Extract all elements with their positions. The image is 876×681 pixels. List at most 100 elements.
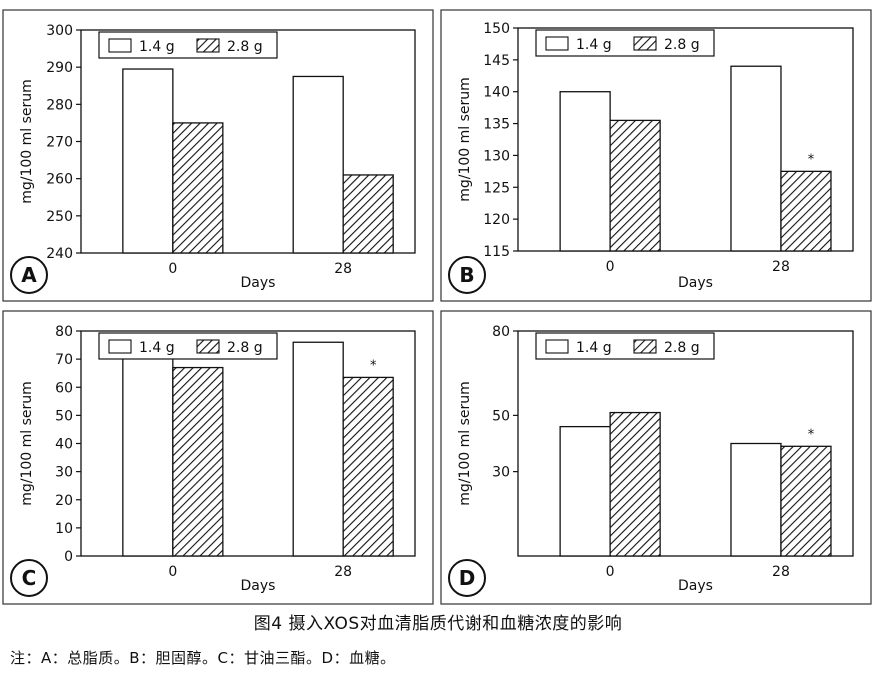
legend-label: 2.8 g (664, 37, 700, 53)
legend-swatch (545, 339, 569, 354)
panel-frame (2, 310, 434, 605)
legend-swatch (633, 36, 657, 51)
bar-series-2-day-28 (780, 445, 832, 557)
bar-series-2-day-0 (172, 366, 224, 557)
panel-letter-badge (448, 256, 486, 294)
x-axis-label: Days (678, 578, 713, 594)
bar-series-2-day-0 (172, 122, 224, 254)
panel-frame (2, 9, 434, 302)
x-tick-label: 28 (334, 564, 352, 580)
bar-series-1-day-28 (292, 75, 344, 254)
y-tick-label: 30 (55, 465, 73, 481)
legend: 1.4 g 2.8 g (535, 29, 715, 57)
bar-series-2-day-28 (342, 376, 394, 557)
y-tick-label: 260 (46, 172, 73, 188)
significance-marker: * (808, 427, 815, 442)
legend-label: 2.8 g (227, 39, 263, 55)
x-tick-label: 0 (168, 261, 177, 277)
bar-series-2-day-28 (780, 170, 832, 252)
y-tick-label: 290 (46, 60, 73, 76)
y-tick-label: 145 (483, 53, 510, 69)
legend: 1.4 g 2.8 g (98, 31, 278, 59)
y-tick-label: 10 (55, 521, 73, 537)
x-axis-label: Days (241, 275, 276, 291)
x-tick-label: 0 (606, 259, 615, 275)
y-tick-label: 135 (483, 117, 510, 133)
y-tick-label: 80 (55, 324, 73, 340)
panel-letter: A (21, 263, 37, 287)
x-axis-label: Days (241, 578, 276, 594)
chart-panel-d: 30 50 80 mg/100 ml serum 0 28 * Days 1.4 g 2.8 g D (440, 310, 872, 605)
y-tick-label: 140 (483, 85, 510, 101)
y-tick-label: 20 (55, 493, 73, 509)
y-tick-label: 30 (492, 465, 510, 481)
x-tick-label: 28 (334, 261, 352, 277)
y-tick-label: 70 (55, 352, 73, 368)
legend-swatch (108, 339, 132, 354)
bar-series-1-day-28 (730, 442, 782, 557)
panel-letter-badge (10, 559, 48, 597)
y-tick-label: 300 (46, 23, 73, 39)
y-tick-label: 40 (55, 437, 73, 453)
chart-panel-a: 240 250 260 270 280 290 300 mg/100 ml serum 0 28 D… (2, 9, 434, 302)
y-axis-label: mg/100 ml serum (19, 381, 35, 506)
legend-label: 2.8 g (227, 340, 263, 356)
y-tick-label: 270 (46, 135, 73, 151)
y-tick-label: 115 (483, 244, 510, 260)
legend-label: 1.4 g (576, 37, 612, 53)
figure-note: 注：A：总脂质。B：胆固醇。C：甘油三酯。D：血糖。 (10, 649, 396, 667)
figure-caption: 图4 摄入XOS对血清脂质代谢和血糖浓度的影响 (253, 614, 623, 634)
x-axis-label: Days (678, 275, 713, 291)
y-axis-label: mg/100 ml serum (457, 381, 473, 506)
y-tick-label: 50 (492, 408, 510, 424)
x-tick-label: 0 (168, 564, 177, 580)
bar-series-1-day-0 (122, 68, 174, 254)
plot-area-frame (517, 330, 854, 557)
legend: 1.4 g 2.8 g (98, 332, 278, 360)
bar-series-2-day-0 (609, 119, 661, 252)
legend-swatch (545, 36, 569, 51)
bar-series-1-day-28 (292, 341, 344, 557)
legend-label: 2.8 g (664, 340, 700, 356)
legend: 1.4 g 2.8 g (535, 332, 715, 360)
significance-marker: * (808, 152, 815, 167)
plot-area-frame (517, 27, 854, 252)
bar-series-2-day-0 (609, 411, 661, 557)
y-tick-label: 280 (46, 97, 73, 113)
y-tick-label: 120 (483, 212, 510, 228)
bar-series-1-day-0 (559, 91, 611, 252)
legend-label: 1.4 g (576, 340, 612, 356)
legend-swatch (108, 38, 132, 53)
y-tick-label: 80 (492, 324, 510, 340)
significance-marker: * (370, 358, 377, 373)
y-tick-label: 150 (483, 21, 510, 37)
y-axis-label: mg/100 ml serum (457, 77, 473, 202)
x-tick-label: 28 (772, 564, 790, 580)
y-axis-label: mg/100 ml serum (19, 79, 35, 204)
bar-series-2-day-28 (342, 174, 394, 254)
y-tick-label: 50 (55, 408, 73, 424)
legend-label: 1.4 g (139, 340, 175, 356)
chart-panel-c: 0 10 20 30 40 50 60 70 80 mg/100 ml serum 0 28 * Days… (2, 310, 434, 605)
bar-series-1-day-28 (730, 65, 782, 252)
panel-letter-badge (10, 256, 48, 294)
panel-letter: C (22, 566, 37, 590)
legend-swatch (196, 38, 220, 53)
chart-panel-b: 115 120 125 130 135 140 145 150 mg/100 ml serum 0… (440, 9, 872, 302)
panel-letter: B (459, 263, 474, 287)
y-tick-label: 125 (483, 180, 510, 196)
y-tick-label: 130 (483, 148, 510, 164)
panel-letter: D (459, 566, 476, 590)
y-tick-label: 0 (64, 549, 73, 565)
panel-frame (440, 310, 872, 605)
panel-letter-badge (448, 559, 486, 597)
y-tick-label: 250 (46, 209, 73, 225)
y-tick-label: 60 (55, 380, 73, 396)
legend-label: 1.4 g (139, 39, 175, 55)
bar-series-1-day-0 (559, 425, 611, 557)
x-tick-label: 28 (772, 259, 790, 275)
panel-frame (440, 9, 872, 302)
bar-series-1-day-0 (122, 351, 174, 557)
x-tick-label: 0 (606, 564, 615, 580)
